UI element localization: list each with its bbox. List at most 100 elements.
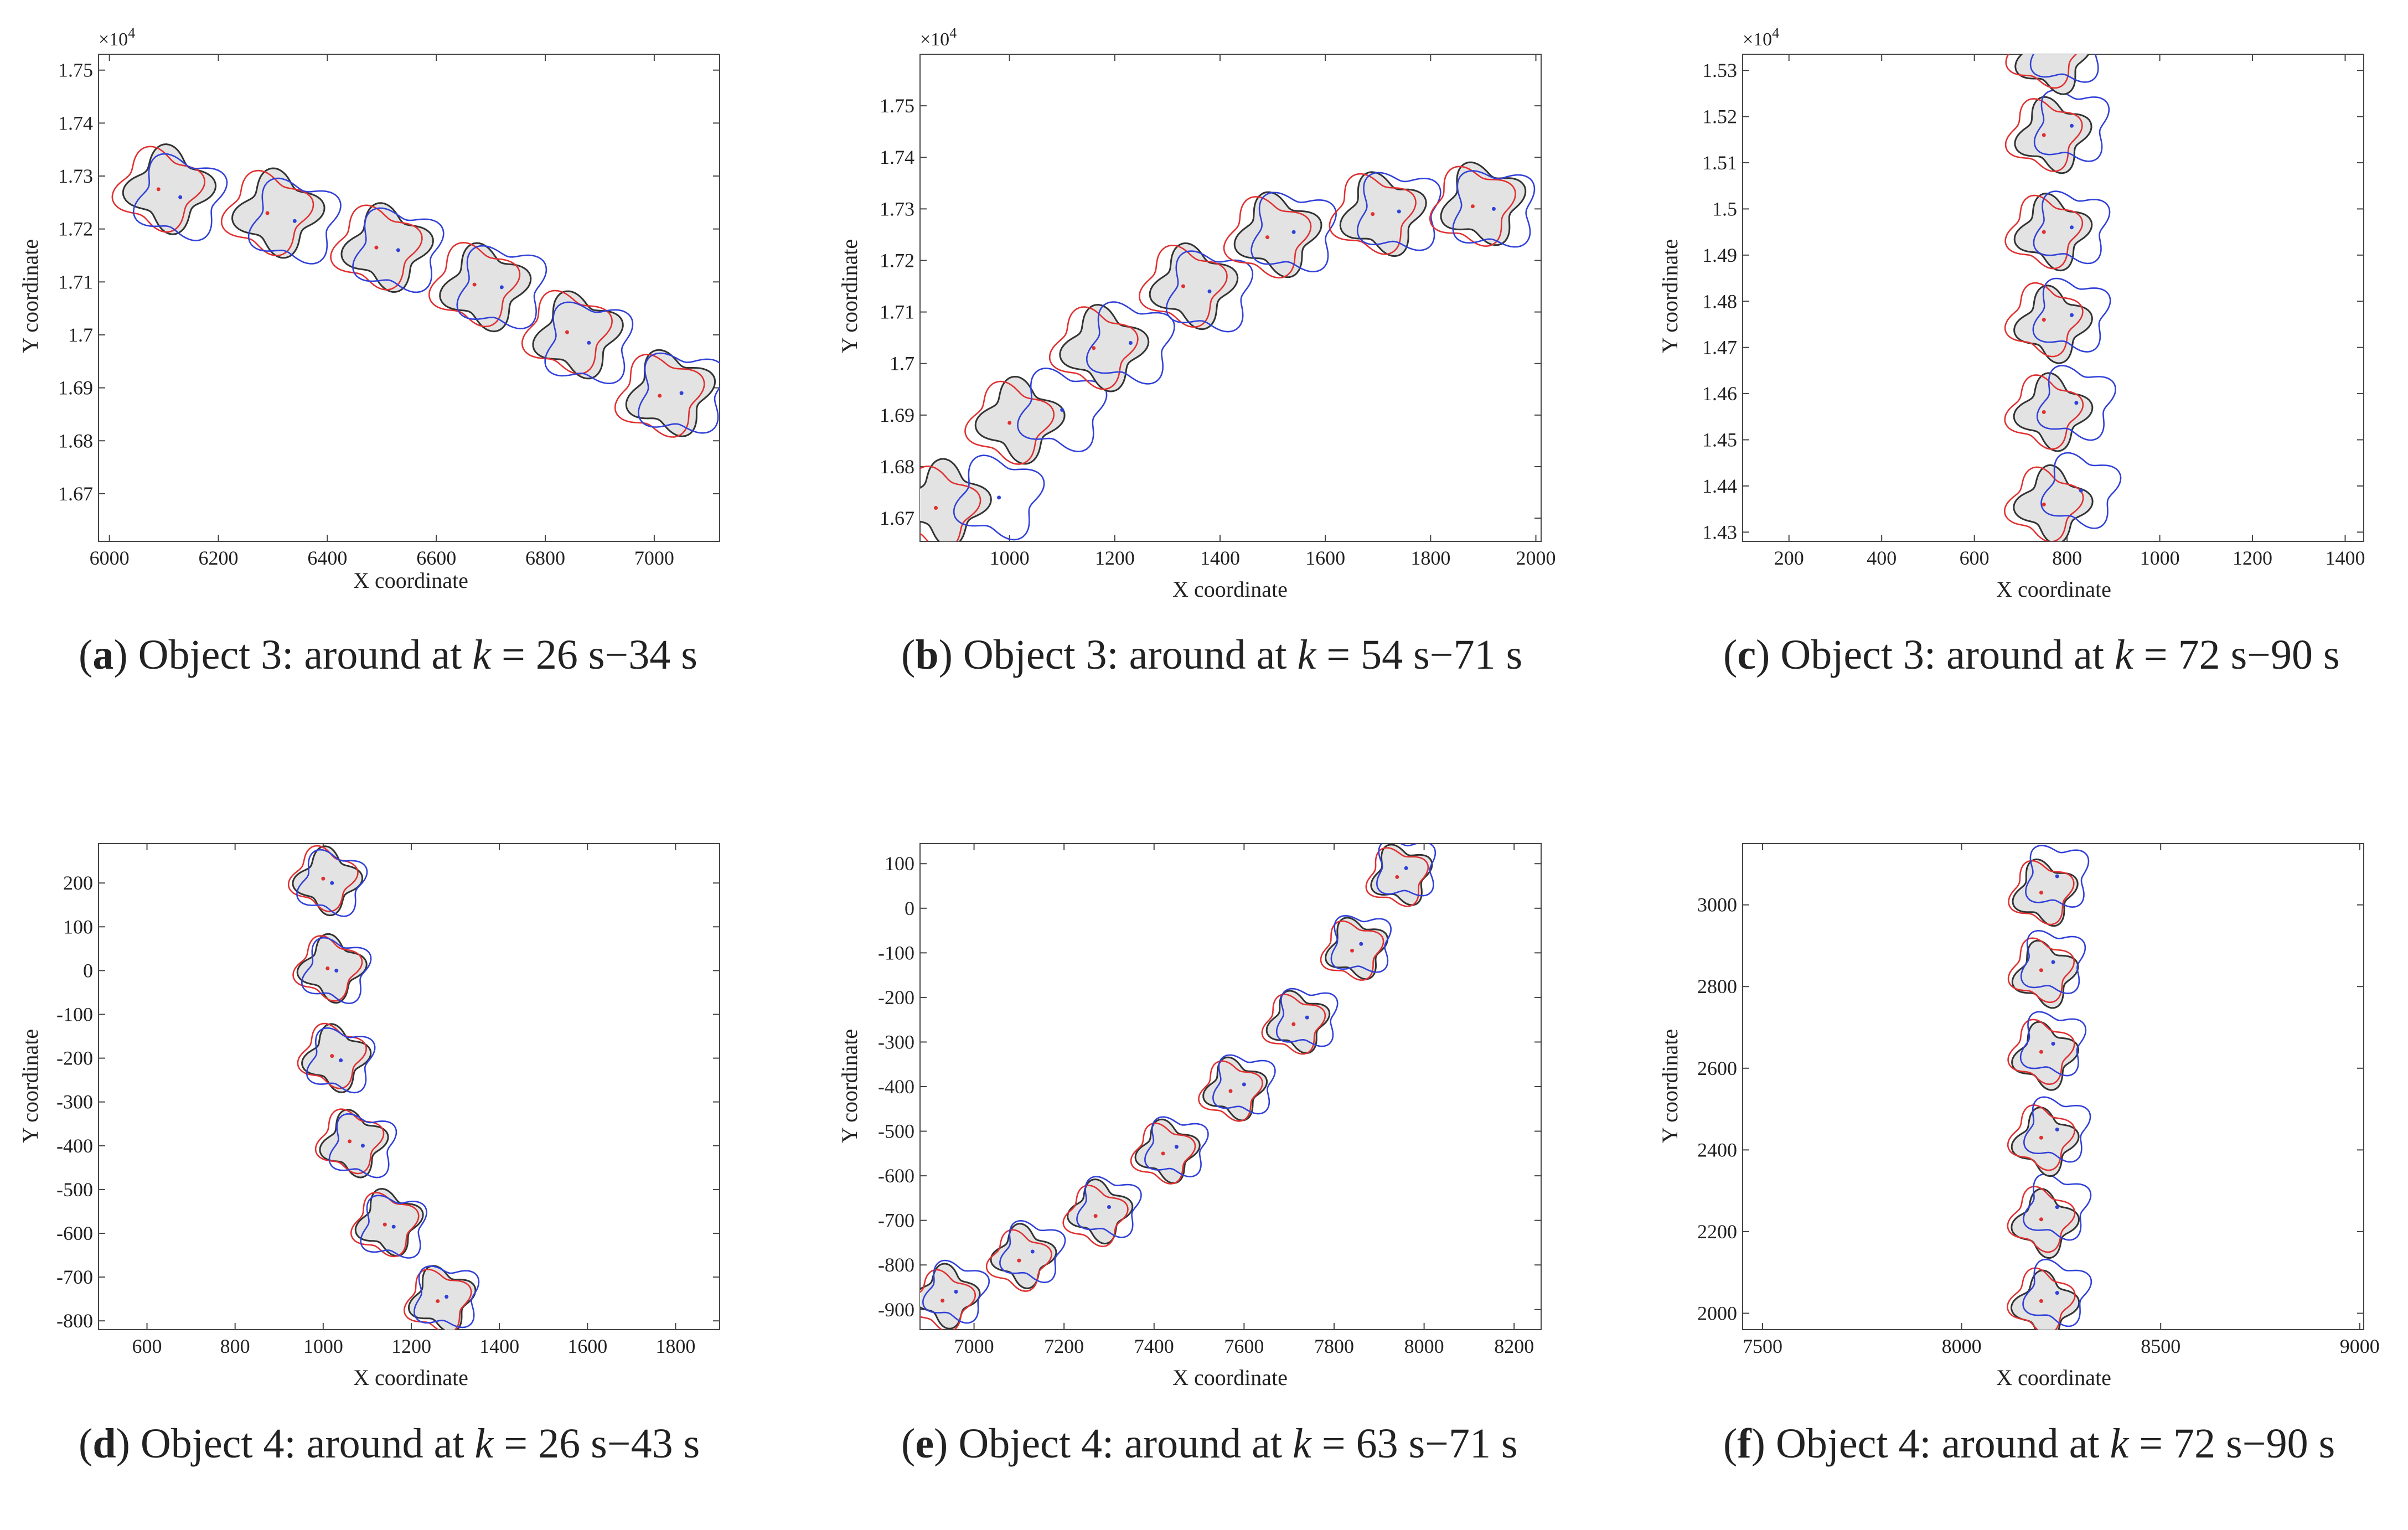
estimate-blue-shape: [2029, 54, 2099, 83]
estimate-red-center: [1371, 212, 1375, 216]
estimate-blue-center: [2055, 1127, 2059, 1131]
estimate-red-center: [2042, 50, 2046, 54]
estimate-blue-shape: [2025, 845, 2090, 908]
caption-e: (e) Object 4: around at k = 63 s−71 s: [901, 1420, 1518, 1467]
estimate-blue-center: [330, 881, 334, 885]
estimate-blue-center: [1291, 230, 1296, 234]
estimate-blue-center: [2051, 960, 2055, 964]
estimate-blue-shape: [1356, 172, 1441, 251]
estimate-blue-shape: [999, 1219, 1066, 1284]
ytick-label-c: 1.48: [1702, 290, 1737, 312]
ytick-label-c: 1.49: [1702, 244, 1737, 266]
ytick-label-e: -900: [878, 1299, 914, 1321]
estimate-red-center: [374, 245, 379, 250]
caption-d: (d) Object 4: around at k = 26 s−43 s: [79, 1420, 700, 1467]
plot-b: 1000 1200 1400 1600 1800 20001.671.681.691.71…: [880, 54, 1556, 569]
estimate-blue-center: [1060, 408, 1065, 412]
estimate-red-center: [1093, 1214, 1098, 1218]
ytick-label-a: 1.72: [58, 218, 93, 240]
xtick-label-d: 800: [220, 1335, 250, 1357]
estimate-red-shape: [2004, 98, 2083, 172]
estimate-blue-center: [2055, 874, 2059, 878]
ytick-label-d: -600: [56, 1222, 93, 1244]
xtick-label-c: 400: [1867, 547, 1897, 569]
xtick-label-e: 7800: [1314, 1335, 1354, 1357]
xtick-label-b: 1600: [1305, 547, 1345, 569]
panel-c: 200 400 600 800 1000 1200 1400 1.43 1.44 1.45 1.46…: [1657, 25, 2365, 602]
ytick-label-d: -700: [56, 1266, 93, 1288]
estimate-blue-shape: [301, 937, 372, 1004]
ytick-label-a: 1.7: [68, 324, 93, 346]
estimate-blue-shape: [2036, 365, 2116, 441]
ylabel-e: Y coordinate: [837, 1029, 862, 1143]
xtick-label-e: 8200: [1494, 1335, 1534, 1357]
true-shape: [1370, 844, 1433, 906]
estimate-blue-shape: [2023, 1096, 2091, 1163]
ytick-label-f: 3000: [1697, 894, 1737, 916]
xlabel-a: X coordinate: [353, 568, 468, 593]
xlabel-f: X coordinate: [1996, 1365, 2111, 1390]
true-shape: [231, 167, 325, 259]
estimate-red-center: [941, 1299, 945, 1303]
xtick-label-b: 1200: [1095, 547, 1135, 569]
estimate-blue-center: [1491, 206, 1496, 211]
estimate-red-shape: [2007, 1186, 2076, 1253]
estimate-red-shape: [1320, 920, 1384, 981]
ytick-label-f: 2400: [1697, 1139, 1737, 1161]
estimate-blue-shape: [2020, 929, 2086, 994]
ytick-label-d: 100: [63, 916, 93, 938]
ylabel-d: Y coordinate: [18, 1029, 43, 1143]
ytick-label-c: 1.45: [1702, 428, 1737, 451]
ytick-label-f: 2000: [1697, 1302, 1737, 1324]
panel-b: 1000 1200 1400 1600 1800 20001.671.681.691.71…: [837, 25, 1556, 602]
true-shape: [2013, 372, 2094, 452]
caption-f: (f) Object 4: around at k = 72 s−90 s: [1723, 1420, 2335, 1467]
estimate-red-center: [156, 187, 161, 192]
true-shape: [2011, 1188, 2080, 1259]
estimate-blue-shape: [1086, 301, 1175, 385]
estimate-red-shape: [2004, 194, 2084, 270]
ytick-label-c: 1.52: [1702, 106, 1737, 128]
estimate-blue-shape: [247, 177, 342, 265]
xtick-label-c: 800: [2052, 547, 2082, 569]
estimate-blue-shape: [413, 1265, 480, 1329]
caption-a: (a) Object 3: around at k = 26 s−34 s: [79, 632, 697, 678]
ytick-label-b: 1.74: [880, 146, 914, 168]
ytick-label-e: -300: [878, 1031, 914, 1053]
estimate-blue-shape: [1076, 1176, 1142, 1238]
estimate-blue-center: [445, 1295, 449, 1299]
estimate-blue-shape: [1452, 170, 1536, 248]
ytick-label-b: 1.75: [880, 95, 914, 117]
estimate-red-center: [1265, 235, 1270, 240]
ytick-label-e: 100: [885, 852, 914, 875]
panel-e: 7000 7200 7400 7600 7800 8000 8200 -900 -800 -700…: [837, 843, 1542, 1390]
xtick-label-e: 7400: [1134, 1335, 1174, 1357]
estimate-blue-shape: [922, 1259, 990, 1324]
estimate-blue-center: [499, 285, 504, 290]
panel-a: 6000 6200 6400 6600 6800 70001.671.681.691.71…: [18, 25, 720, 593]
estimate-red-center: [1470, 204, 1475, 209]
estimate-blue-center: [1359, 942, 1363, 946]
estimate-blue-center: [1397, 209, 1401, 214]
estimate-red-center: [2039, 968, 2043, 973]
ytick-label-d: -300: [56, 1091, 93, 1113]
estimate-red-shape: [1198, 1060, 1263, 1122]
true-shape: [2011, 1107, 2080, 1177]
estimate-red-center: [2039, 1135, 2043, 1140]
estimate-red-shape: [314, 1108, 385, 1175]
ylabel-c: Y coordinate: [1657, 239, 1682, 353]
estimate-red-shape: [1329, 173, 1417, 255]
caption-b: (b) Object 3: around at k = 54 s−71 s: [901, 632, 1523, 678]
estimate-blue-center: [292, 219, 297, 223]
panel-d: 600 800 1000 1200 1400 1600 1800-800-700-600-5…: [18, 843, 720, 1390]
true-shape: [920, 458, 992, 541]
ytick-label-c: 1.46: [1702, 382, 1737, 405]
true-shape: [2013, 464, 2094, 541]
ytick-label-f: 2600: [1697, 1057, 1737, 1079]
estimate-red-center: [2039, 1217, 2043, 1222]
estimate-red-shape: [2004, 374, 2084, 450]
estimate-blue-shape: [544, 301, 634, 385]
ytick-label-d: -100: [56, 1003, 93, 1025]
estimate-red-shape: [2008, 860, 2075, 926]
